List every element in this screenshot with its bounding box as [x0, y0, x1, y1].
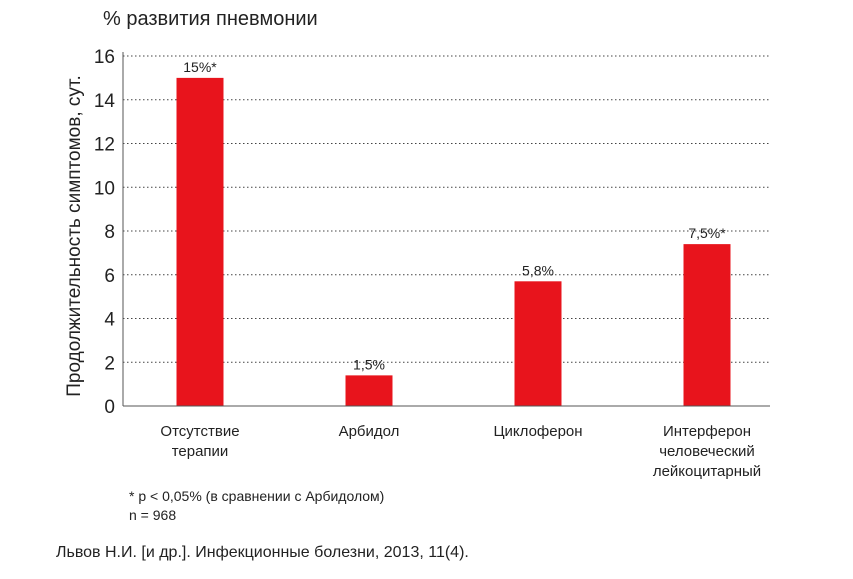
bar-3 — [683, 244, 731, 406]
y-axis-label: Продолжительность симптомов, сут. — [64, 75, 85, 397]
y-tick-label-6: 12 — [94, 135, 115, 156]
source-citation: Львов Н.И. [и др.]. Инфекционные болезни… — [56, 544, 469, 561]
bars — [176, 77, 731, 406]
y-axis-ticks: 0 2 4 6 8 10 12 14 16 — [94, 47, 116, 418]
chart-title: % развития пневмонии — [103, 8, 318, 30]
bar-2 — [514, 281, 562, 406]
data-label-2: 5,8% — [522, 262, 554, 278]
y-tick-label-7: 14 — [94, 91, 116, 112]
data-label-3: 7,5%* — [688, 225, 726, 241]
x-category-label-3: Интерферон человеческий лейкоцитарный — [653, 423, 761, 480]
data-label-1: 1,5% — [353, 356, 385, 372]
data-labels: 15%* 1,5% 5,8% 7,5%* — [183, 59, 726, 373]
y-tick-label-0: 0 — [104, 397, 115, 418]
x-category-label-0: Отсутствие терапии — [160, 423, 239, 460]
y-tick-label-2: 4 — [104, 310, 115, 331]
y-tick-label-1: 2 — [104, 353, 115, 374]
y-tick-label-4: 8 — [104, 222, 115, 243]
x-category-label-1: Арбидол — [339, 423, 400, 440]
footnote-significance: * p < 0,05% (в сравнении с Арбидолом) — [129, 488, 385, 504]
footnote-sample-size: n = 968 — [129, 507, 177, 523]
y-tick-label-3: 6 — [104, 266, 115, 287]
x-axis-categories: Отсутствие терапии Арбидол Циклоферон Интерф… — [160, 423, 761, 480]
data-label-0: 15%* — [183, 59, 217, 75]
bar-0 — [176, 77, 224, 406]
y-tick-label-5: 10 — [94, 178, 115, 199]
footnotes: * p < 0,05% (в сравнении с Арбидолом) n … — [129, 487, 384, 525]
y-tick-label-8: 16 — [94, 47, 115, 68]
x-category-label-2: Циклоферон — [493, 423, 582, 440]
bar-1 — [345, 375, 393, 406]
